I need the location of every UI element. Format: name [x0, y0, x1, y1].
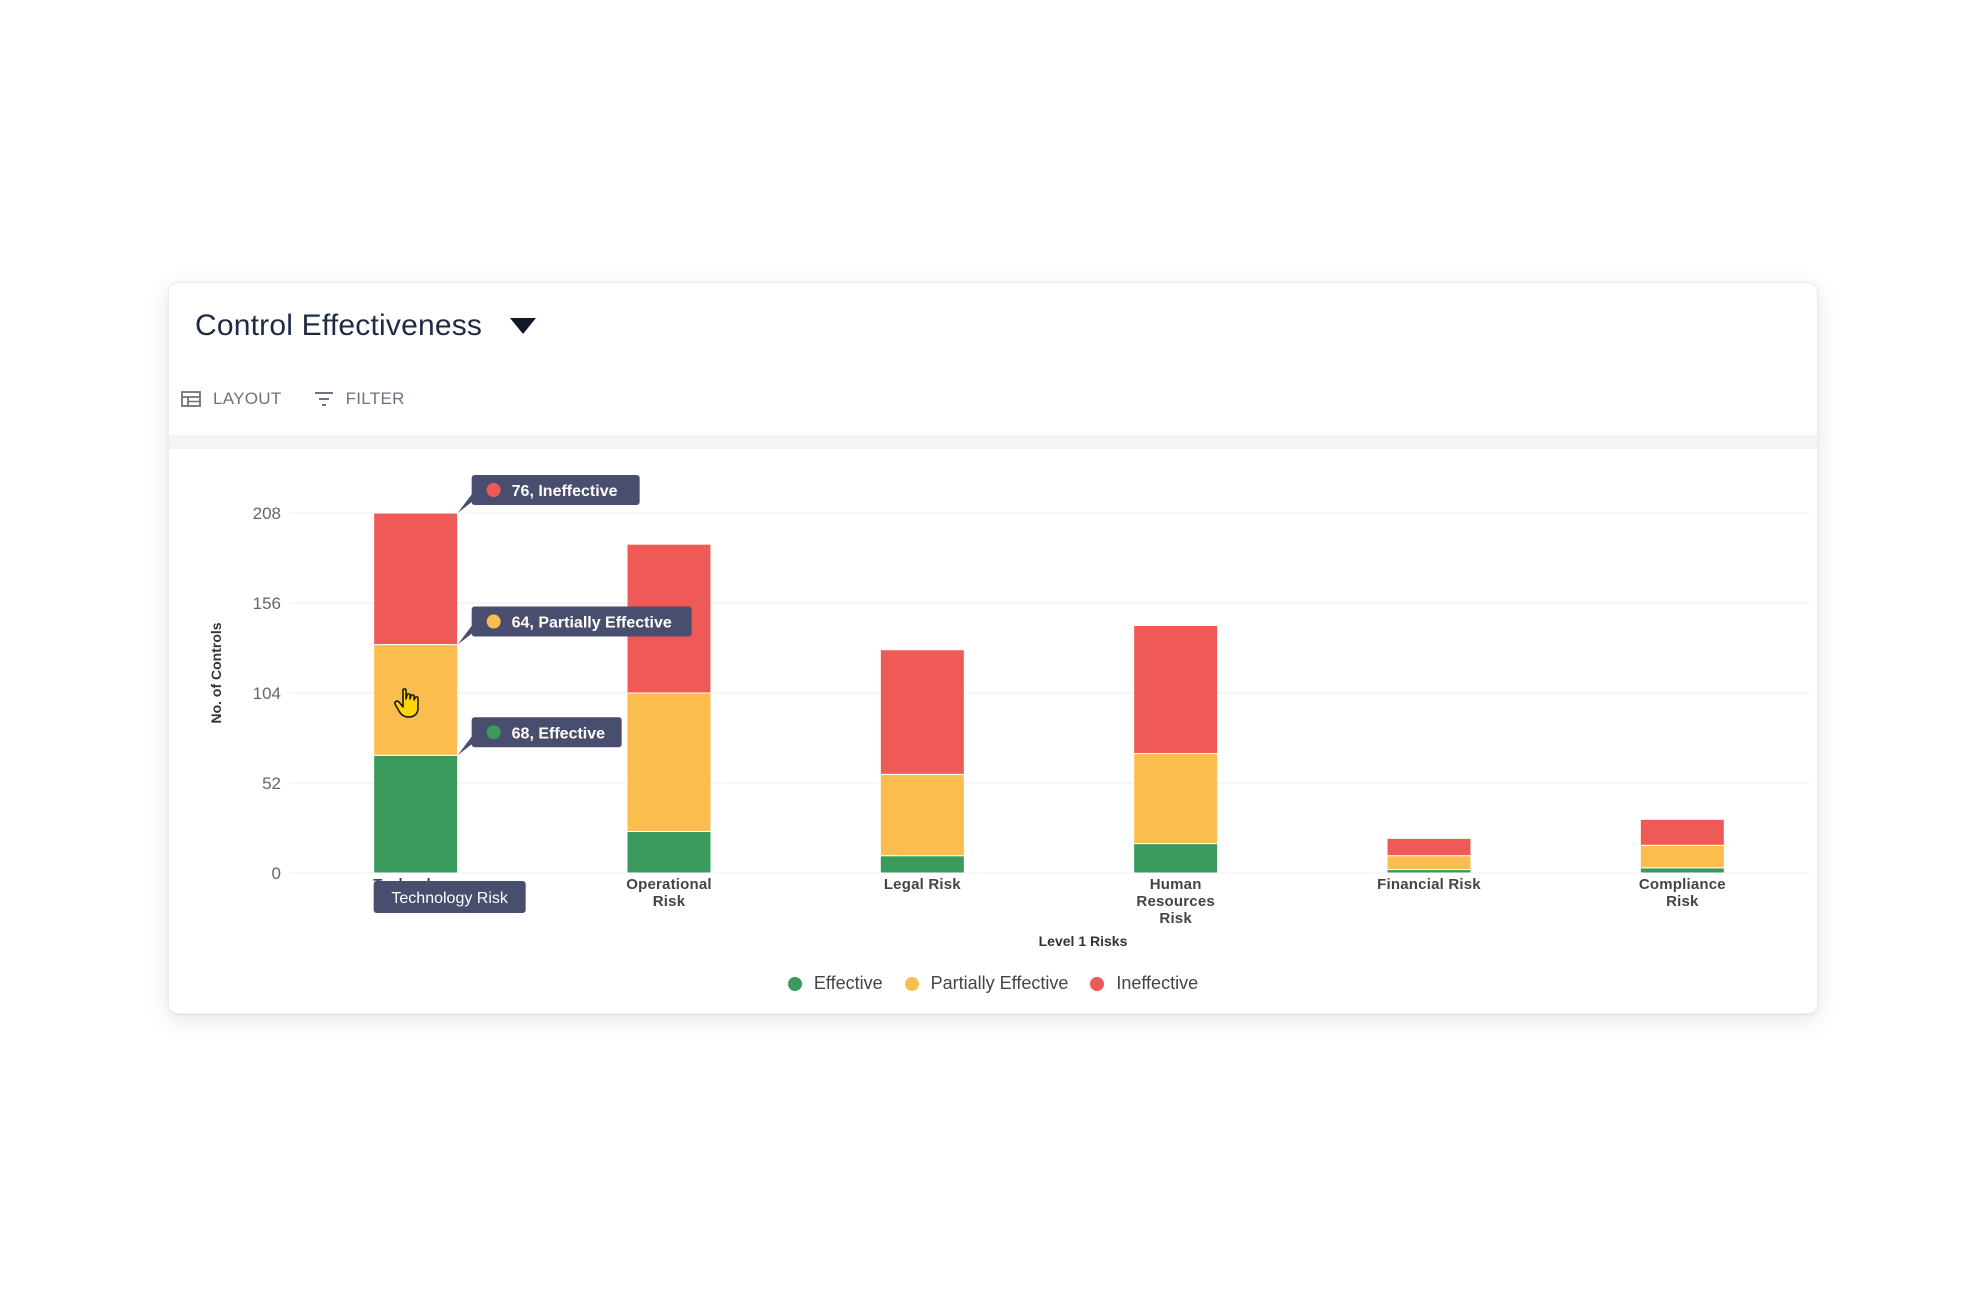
y-tick-label: 208 — [253, 504, 281, 523]
layout-button[interactable]: LAYOUT — [181, 389, 282, 409]
x-category-label: Human Resources Risk — [1136, 876, 1215, 927]
legend-dot — [787, 976, 802, 991]
bar-segment-partially-effective[interactable] — [1133, 753, 1219, 845]
legend-dot — [1090, 976, 1105, 991]
filter-lines-icon — [314, 391, 334, 407]
y-tick-label: 52 — [262, 774, 281, 793]
bar-segment-effective[interactable] — [1639, 867, 1725, 874]
layout-label: LAYOUT — [213, 389, 282, 408]
hand-cursor-icon — [394, 688, 419, 718]
hover-tooltips: 76, Ineffective 64, Partially Effective 68… — [373, 475, 692, 913]
tooltip-dot — [486, 614, 501, 629]
toolbar-divider — [169, 435, 1817, 449]
title-row: Control Effectiveness — [195, 309, 538, 343]
filter-button[interactable]: FILTER — [314, 389, 405, 409]
tooltip-label: 76, Ineffective — [512, 483, 618, 500]
y-tick-label: 104 — [253, 684, 281, 703]
tooltip-pointer — [457, 731, 476, 756]
tooltip-box — [471, 475, 640, 505]
tooltip-box — [471, 606, 692, 637]
bar-segment-effective[interactable] — [1386, 869, 1472, 874]
legend-dot — [904, 976, 919, 991]
bar-segment-partially-effective[interactable] — [879, 773, 965, 857]
bar-segment-partially-effective[interactable] — [1386, 855, 1472, 871]
bar-segment-effective[interactable] — [1133, 843, 1219, 874]
caret-down-icon[interactable] — [508, 315, 538, 337]
bar-segment-ineffective[interactable] — [1133, 625, 1219, 755]
chart-legend: Effective Partially Effective Ineffective — [169, 973, 1817, 994]
tooltip-label: 68, Effective — [512, 725, 605, 742]
bar-segment-ineffective[interactable] — [1386, 837, 1472, 857]
bar-segment-ineffective[interactable] — [879, 649, 965, 775]
x-category-label: Operational Risk — [626, 876, 712, 910]
toolbar: LAYOUT FILTER — [181, 389, 405, 409]
bars — [373, 512, 1725, 874]
bar-segment-ineffective[interactable] — [373, 512, 459, 646]
bar-segment-effective[interactable] — [373, 754, 459, 874]
tooltip-label: 64, Partially Effective — [512, 615, 672, 632]
tooltip-dot — [486, 725, 501, 740]
bar-segment-partially-effective[interactable] — [1639, 844, 1725, 869]
table-layout-icon — [181, 391, 201, 407]
x-category-label: Compliance Risk — [1639, 876, 1726, 910]
x-axis-title: Level 1 Risks — [1039, 933, 1128, 949]
gridlines — [289, 512, 1809, 874]
tooltip-dot — [486, 483, 501, 497]
tooltip-pointer — [457, 489, 476, 513]
y-tick-label: 156 — [253, 594, 281, 613]
x-category-label: Financial Risk — [1377, 876, 1481, 893]
legend-item[interactable]: Partially Effective — [904, 973, 1069, 994]
legend-item[interactable]: Effective — [787, 973, 883, 994]
bar-segment-ineffective[interactable] — [1639, 818, 1725, 846]
legend-item[interactable]: Ineffective — [1090, 973, 1198, 994]
chart-card: Control Effectiveness LAYOUT — [168, 282, 1818, 1014]
y-axis-title: No. of Controls — [208, 622, 224, 723]
bar-segment-partially-effective[interactable] — [626, 692, 712, 832]
legend-label: Ineffective — [1116, 973, 1199, 993]
chart-title: Control Effectiveness — [195, 309, 483, 342]
x-axis-labels: TechnologyRiskOperationalRiskLegal RiskH… — [373, 876, 1726, 927]
category-tooltip: Technology Risk — [373, 881, 526, 913]
filter-label: FILTER — [345, 389, 405, 408]
bar-segment-effective[interactable] — [626, 830, 712, 874]
bar-segment-effective[interactable] — [879, 855, 965, 874]
category-tooltip-label: Technology Risk — [391, 890, 509, 907]
legend-label: Partially Effective — [930, 973, 1069, 993]
tooltip-box — [471, 717, 622, 748]
legend-label: Effective — [813, 973, 883, 993]
y-tick-label: 0 — [272, 864, 281, 883]
y-axis-ticks: 0 52 104 156 208 — [253, 504, 281, 883]
x-category-label: Legal Risk — [884, 876, 961, 893]
